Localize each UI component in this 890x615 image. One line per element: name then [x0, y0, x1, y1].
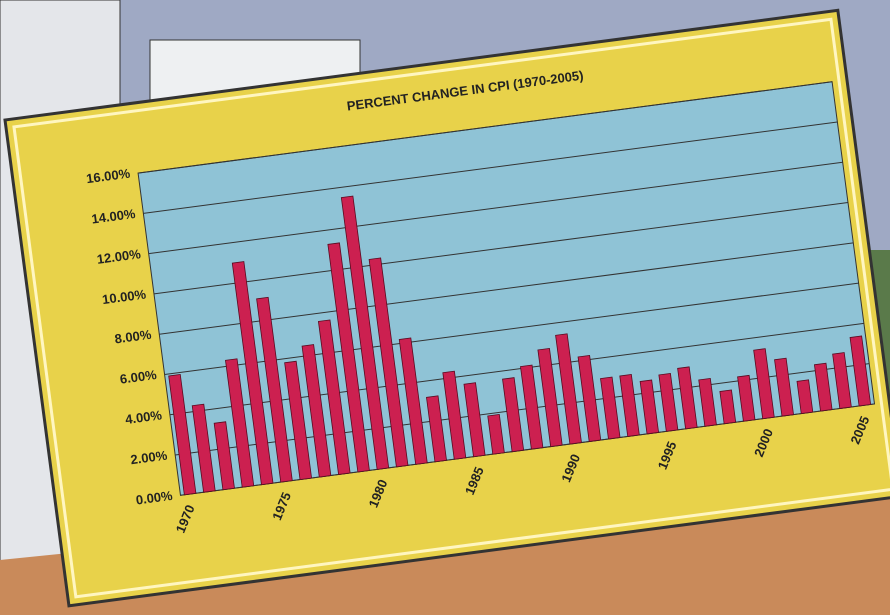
bar	[639, 379, 660, 435]
y-tick-label: 14.00%	[91, 206, 137, 227]
bar	[520, 364, 544, 450]
bar	[555, 333, 582, 445]
bar	[487, 413, 505, 455]
bar	[301, 344, 332, 478]
y-tick-label: 4.00%	[124, 407, 163, 427]
bar	[774, 357, 794, 417]
bar	[502, 377, 525, 453]
card-inner-border	[12, 17, 890, 599]
card: PERCENT CHANGE IN CPI (1970-2005) 0.00%2…	[3, 8, 890, 608]
bar	[256, 296, 293, 483]
bar	[168, 374, 197, 496]
bar	[619, 374, 640, 437]
bar	[577, 354, 602, 442]
bar	[213, 421, 235, 491]
bar	[191, 403, 216, 493]
bar	[796, 379, 814, 415]
grid-line	[153, 202, 849, 295]
y-tick-label: 8.00%	[114, 327, 153, 347]
y-tick-label: 16.00%	[85, 166, 131, 187]
bar	[658, 372, 679, 432]
bar	[719, 389, 737, 425]
bar	[698, 377, 717, 427]
grid-line	[164, 282, 859, 375]
bar	[398, 337, 428, 465]
y-tick-label: 10.00%	[101, 286, 147, 307]
grid-line	[148, 161, 843, 255]
grid-line	[143, 121, 838, 214]
bar	[813, 362, 833, 412]
bar	[737, 374, 756, 422]
bar	[317, 319, 351, 475]
grid-line	[159, 242, 854, 335]
bar	[284, 360, 313, 481]
bar	[600, 376, 621, 440]
grid-line	[169, 322, 864, 416]
grid-line	[138, 81, 833, 174]
y-tick-label: 12.00%	[96, 246, 142, 267]
grid-line	[180, 403, 875, 496]
y-tick-label: 0.00%	[135, 488, 174, 508]
y-tick-label: 6.00%	[119, 367, 158, 387]
bar	[442, 370, 467, 460]
y-tick-label: 2.00%	[130, 448, 169, 468]
bar	[753, 348, 775, 420]
bar	[225, 358, 255, 488]
bar	[426, 395, 447, 463]
bar	[832, 352, 852, 409]
bar	[463, 382, 486, 458]
bar	[849, 335, 872, 407]
grid-line	[175, 363, 870, 456]
bar	[537, 347, 563, 448]
bar	[368, 257, 409, 468]
bar	[231, 261, 274, 486]
bar	[327, 242, 370, 473]
bar	[677, 366, 698, 430]
bar	[340, 195, 390, 470]
